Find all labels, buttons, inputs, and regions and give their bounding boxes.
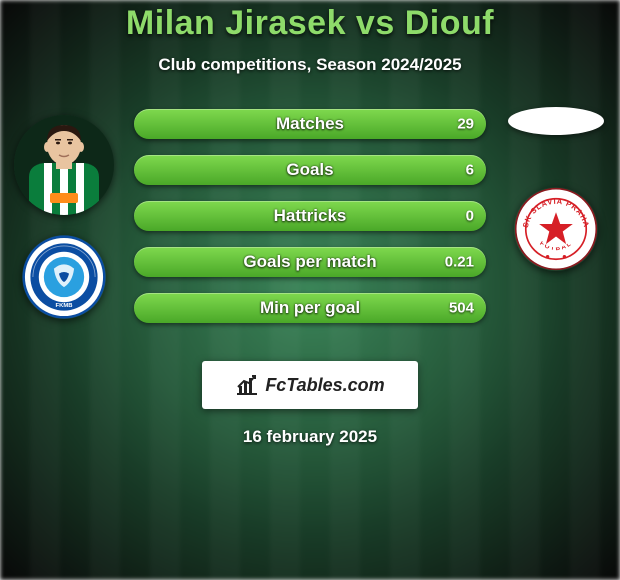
club-right-icon: SK SLAVIA PRAHA FOTBAL bbox=[514, 187, 598, 271]
page-title: Milan Jirasek vs Diouf bbox=[0, 4, 620, 43]
player-right-avatar-placeholder bbox=[508, 107, 604, 135]
brand-box[interactable]: FcTables.com bbox=[202, 361, 418, 409]
stats-list: Matches 29 Goals 6 Hattricks 0 Goals per… bbox=[124, 105, 496, 323]
stat-row-min-per-goal: Min per goal 504 bbox=[134, 293, 486, 323]
club-left-badge: FKMB bbox=[22, 235, 106, 319]
left-side: FKMB bbox=[4, 105, 124, 319]
chart-icon bbox=[235, 374, 259, 396]
stat-label: Goals per match bbox=[243, 252, 376, 272]
subtitle: Club competitions, Season 2024/2025 bbox=[0, 55, 620, 75]
stat-label: Matches bbox=[276, 114, 344, 134]
stat-right-value: 0 bbox=[466, 208, 474, 225]
svg-text:FKMB: FKMB bbox=[56, 303, 73, 309]
stat-label: Goals bbox=[286, 160, 333, 180]
stat-row-matches: Matches 29 bbox=[134, 109, 486, 139]
stat-row-goals-per-match: Goals per match 0.21 bbox=[134, 247, 486, 277]
stat-label: Min per goal bbox=[260, 298, 360, 318]
player-left-icon bbox=[14, 115, 114, 215]
stat-right-value: 0.21 bbox=[445, 254, 474, 271]
columns: FKMB Matches 29 Goals 6 Hattricks 0 bbox=[0, 105, 620, 323]
main-card: Milan Jirasek vs Diouf Club competitions… bbox=[0, 0, 620, 580]
stat-row-goals: Goals 6 bbox=[134, 155, 486, 185]
stat-label: Hattricks bbox=[274, 206, 347, 226]
date-text: 16 february 2025 bbox=[0, 427, 620, 447]
right-side: SK SLAVIA PRAHA FOTBAL bbox=[496, 105, 616, 271]
player-left-avatar bbox=[14, 115, 114, 215]
stat-right-value: 29 bbox=[457, 116, 474, 133]
brand-text: FcTables.com bbox=[265, 375, 384, 396]
stat-right-value: 6 bbox=[466, 162, 474, 179]
club-right-badge: SK SLAVIA PRAHA FOTBAL bbox=[514, 187, 598, 271]
stat-right-value: 504 bbox=[449, 300, 474, 317]
club-left-icon: FKMB bbox=[22, 235, 106, 319]
stat-row-hattricks: Hattricks 0 bbox=[134, 201, 486, 231]
